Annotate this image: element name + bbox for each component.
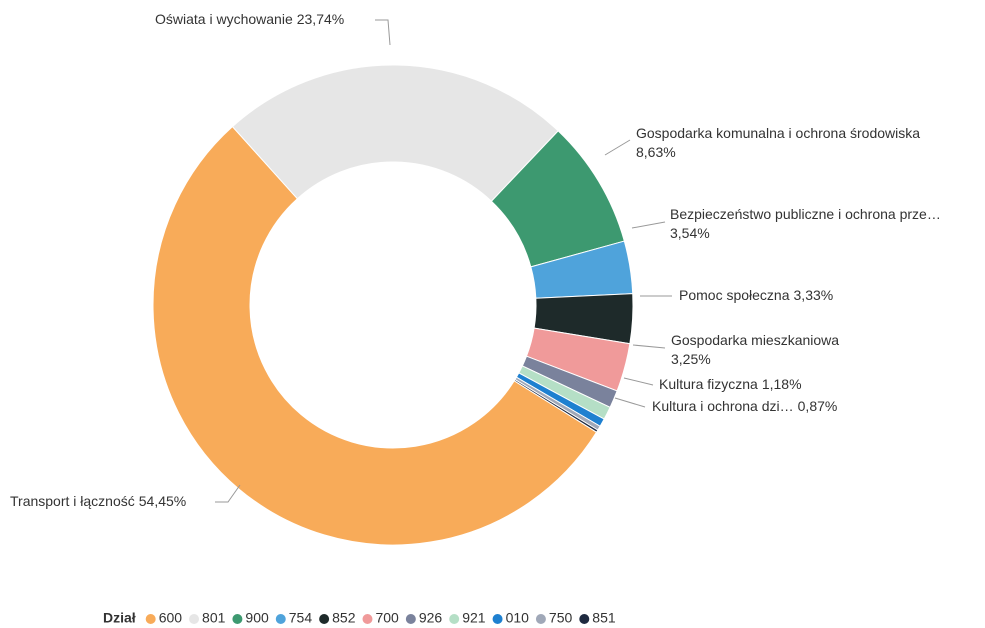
donut-slice (152, 125, 598, 546)
legend-label: 700 (375, 610, 399, 626)
legend-label: 921 (462, 610, 486, 626)
legend-swatch (145, 614, 156, 624)
slice-label-name: Gospodarka komunalna i ochrona środowisk… (636, 125, 920, 141)
slice-label-name: Kultura i ochrona dzi… (652, 398, 794, 414)
slice-label-value: 1,18% (762, 376, 802, 392)
slice-label-value: 8,63% (636, 144, 676, 160)
slice-label-value: 54,45% (139, 493, 186, 509)
legend-label: 750 (549, 610, 573, 626)
slice-label-value: 0,87% (798, 398, 838, 414)
slice-label: Bezpieczeństwo publiczne i ochrona prze…… (670, 206, 941, 241)
legend-swatch (319, 614, 330, 624)
slice-label: Oświata i wychowanie 23,74% (155, 11, 344, 27)
slice-label: Kultura i ochrona dzi… 0,87% (652, 398, 837, 414)
legend-label: 852 (332, 610, 356, 626)
legend-swatch (492, 614, 503, 624)
legend-swatch (535, 614, 546, 624)
leader-line (623, 377, 654, 386)
leader-line (632, 344, 666, 349)
slice-label-value: 3,33% (794, 287, 834, 303)
slice-label-value: 23,74% (297, 11, 344, 27)
donut-slice (231, 64, 559, 202)
legend-label: 754 (289, 610, 313, 626)
leader-line (631, 221, 666, 229)
slice-label-name: Kultura fizyczna (659, 376, 758, 392)
legend-title: Dział (103, 610, 136, 626)
leader-line (614, 397, 646, 408)
legend-swatch (362, 614, 373, 624)
slice-label: Kultura fizyczna 1,18% (659, 376, 802, 392)
leader-line (604, 139, 631, 156)
legend-label: 801 (202, 610, 226, 626)
slice-label-name: Transport i łączność (10, 493, 135, 509)
leader-line (375, 19, 391, 46)
legend-label: 600 (159, 610, 183, 626)
legend-label: 926 (419, 610, 443, 626)
slice-label-name: Gospodarka mieszkaniowa (671, 332, 839, 348)
legend-label: 851 (592, 610, 616, 626)
legend-swatch (275, 614, 286, 624)
slice-label-value: 3,54% (670, 225, 710, 241)
slice-label-name: Oświata i wychowanie (155, 11, 293, 27)
legend-swatch (189, 614, 200, 624)
legend-swatch (579, 614, 590, 624)
slice-label: Transport i łączność 54,45% (10, 493, 186, 509)
donut-slice (513, 378, 599, 433)
legend-label: 900 (245, 610, 269, 626)
slice-label-name: Bezpieczeństwo publiczne i ochrona prze… (670, 206, 941, 222)
legend-label: 010 (506, 610, 530, 626)
leader-line (215, 484, 241, 503)
slice-label: Pomoc społeczna 3,33% (679, 287, 833, 303)
slice-label-name: Pomoc społeczna (679, 287, 790, 303)
legend-swatch (232, 614, 243, 624)
legend-swatch (405, 614, 416, 624)
slice-label: Gospodarka komunalna i ochrona środowisk… (636, 125, 920, 160)
legend-swatch (449, 614, 460, 624)
slice-label: Gospodarka mieszkaniowa 3,25% (671, 332, 839, 367)
slice-label-value: 3,25% (671, 351, 711, 367)
